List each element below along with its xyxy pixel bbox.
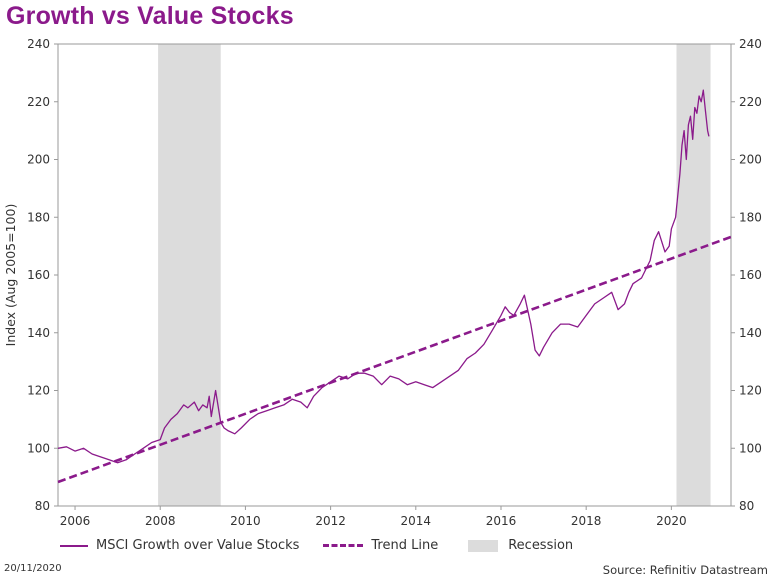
y-tick-label-right: 160 <box>739 268 762 282</box>
legend-swatch-line <box>60 544 88 547</box>
footer-date: 20/11/2020 <box>4 563 62 574</box>
y-tick-label-right: 120 <box>739 384 762 398</box>
y-axis-left: 80 100 120 140 160 180 200 220 240 <box>27 37 58 513</box>
y-tick-label-right: 140 <box>739 326 762 340</box>
recession-band-0 <box>158 44 221 506</box>
footer-source: Source: Refinitiv Datastream <box>602 563 768 577</box>
y-tick-label-right: 180 <box>739 210 762 224</box>
legend-item-growth: MSCI Growth over Value Stocks <box>60 538 299 553</box>
y-tick-label-right: 80 <box>739 499 754 513</box>
x-tick-label: 2012 <box>315 514 346 528</box>
series-layer <box>57 89 732 484</box>
line-chart: 80 100 120 140 160 180 200 220 240 80 100 120 140 16… <box>3 37 762 528</box>
y-tick-label-right: 100 <box>739 441 762 455</box>
y-tick-label-left: 140 <box>27 326 50 340</box>
y-tick-label-right: 240 <box>739 37 762 51</box>
y-tick-label-left: 80 <box>35 499 50 513</box>
legend-swatch-recession <box>468 539 499 552</box>
growth-value-series-line <box>57 89 710 464</box>
y-tick-label-left: 200 <box>27 153 50 167</box>
y-tick-label-left: 220 <box>27 95 50 109</box>
y-tick-label-left: 120 <box>27 384 50 398</box>
x-tick-label: 2018 <box>571 514 602 528</box>
y-tick-label-left: 240 <box>27 37 50 51</box>
x-tick-label: 2014 <box>401 514 432 528</box>
x-tick-label: 2010 <box>230 514 261 528</box>
y-axis-label: Index (Aug 2005=100) <box>3 204 18 347</box>
legend-item-trend: Trend Line <box>323 538 438 553</box>
x-tick-label: 2006 <box>60 514 91 528</box>
legend: MSCI Growth over Value Stocks Trend Line… <box>60 538 597 553</box>
legend-item-recession: Recession <box>462 538 573 553</box>
y-tick-label-left: 180 <box>27 210 50 224</box>
legend-label-recession: Recession <box>508 538 574 553</box>
y-tick-label-left: 100 <box>27 441 50 455</box>
y-tick-label-right: 200 <box>739 153 762 167</box>
y-axis-right: 80 100 120 140 160 180 200 220 240 <box>731 37 762 513</box>
x-tick-label: 2016 <box>486 514 517 528</box>
x-tick-label: 2020 <box>656 514 687 528</box>
legend-label-growth: MSCI Growth over Value Stocks <box>96 538 300 553</box>
legend-label-trend: Trend Line <box>371 538 439 553</box>
chart-title: Growth vs Value Stocks <box>6 2 294 30</box>
legend-swatch-dashed <box>323 544 364 547</box>
y-tick-label-right: 220 <box>739 95 762 109</box>
y-tick-label-left: 160 <box>27 268 50 282</box>
x-tick-label: 2008 <box>145 514 176 528</box>
recession-bands <box>158 44 711 506</box>
x-axis: 2006 2008 2010 2012 2014 2016 2018 2020 <box>60 506 687 528</box>
